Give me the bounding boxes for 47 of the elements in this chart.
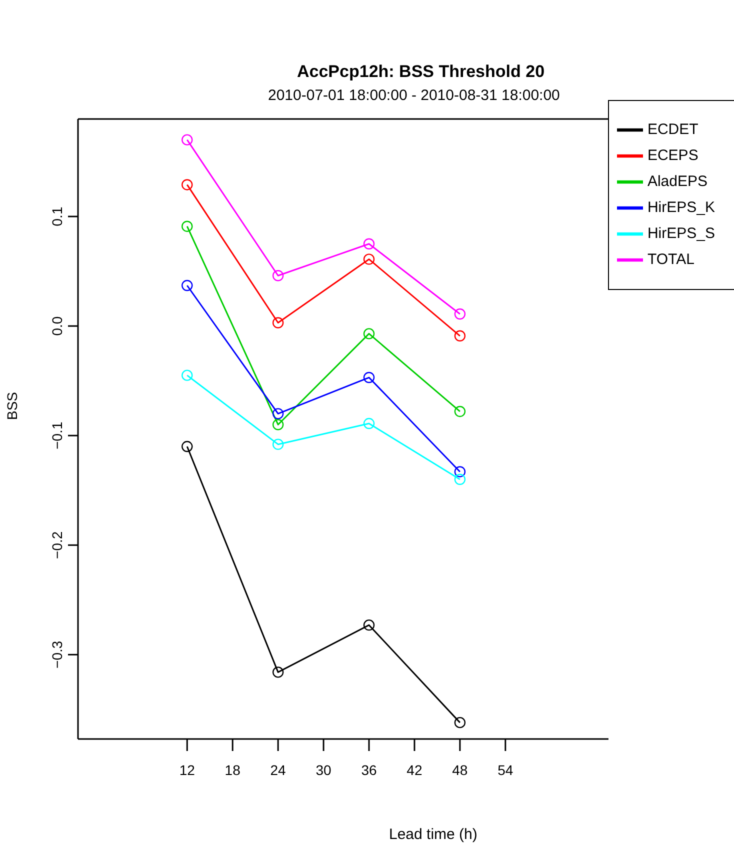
y-tick-label: −0.3 bbox=[49, 640, 65, 668]
point bbox=[182, 370, 193, 381]
x-tick-label: 48 bbox=[452, 762, 468, 778]
y-tick-label: 0.1 bbox=[49, 206, 65, 226]
legend-label: AladEPS bbox=[647, 172, 708, 190]
chart-subtitle: 2010-07-01 18:00:00 - 2010-08-31 18:00:00 bbox=[267, 87, 561, 104]
point bbox=[272, 317, 284, 328]
point bbox=[182, 134, 193, 146]
y-tick-label: −0.2 bbox=[49, 531, 65, 559]
point bbox=[272, 270, 284, 282]
point bbox=[363, 372, 375, 384]
point bbox=[182, 220, 193, 232]
point bbox=[454, 716, 466, 728]
x-tick-label: 54 bbox=[498, 762, 514, 778]
legend-label: HirEPS_S bbox=[647, 224, 715, 242]
point bbox=[363, 254, 375, 265]
chart-title: AccPcp12h: BSS Threshold 20 bbox=[296, 62, 546, 82]
point bbox=[454, 466, 466, 478]
x-tick-label: 18 bbox=[224, 762, 241, 778]
x-tick-label: 24 bbox=[270, 762, 286, 778]
x-tick-label: 36 bbox=[361, 762, 377, 778]
legend-label: ECEPS bbox=[647, 146, 698, 164]
point bbox=[182, 179, 193, 190]
point bbox=[363, 418, 375, 430]
point bbox=[454, 308, 466, 320]
point bbox=[272, 419, 284, 430]
y-axis-title: BSS bbox=[4, 392, 20, 420]
point bbox=[454, 330, 466, 342]
legend-label: ECDET bbox=[647, 120, 698, 138]
point bbox=[454, 474, 466, 485]
y-tick-label: 0.0 bbox=[49, 316, 65, 336]
point bbox=[272, 666, 284, 678]
x-tick-label: 42 bbox=[406, 762, 422, 778]
y-tick-label: −0.1 bbox=[49, 422, 65, 450]
point bbox=[272, 438, 284, 450]
x-axis-title: Lead time (h) bbox=[389, 826, 478, 843]
point bbox=[363, 238, 375, 250]
x-tick-label: 12 bbox=[179, 762, 196, 778]
point bbox=[272, 408, 284, 420]
point bbox=[363, 619, 375, 631]
x-tick-label: 30 bbox=[316, 762, 332, 778]
point bbox=[182, 440, 193, 452]
point bbox=[454, 406, 466, 418]
point bbox=[182, 280, 193, 292]
legend-label: TOTAL bbox=[647, 250, 694, 268]
legend-label: HirEPS_K bbox=[647, 198, 715, 216]
point bbox=[363, 328, 375, 340]
